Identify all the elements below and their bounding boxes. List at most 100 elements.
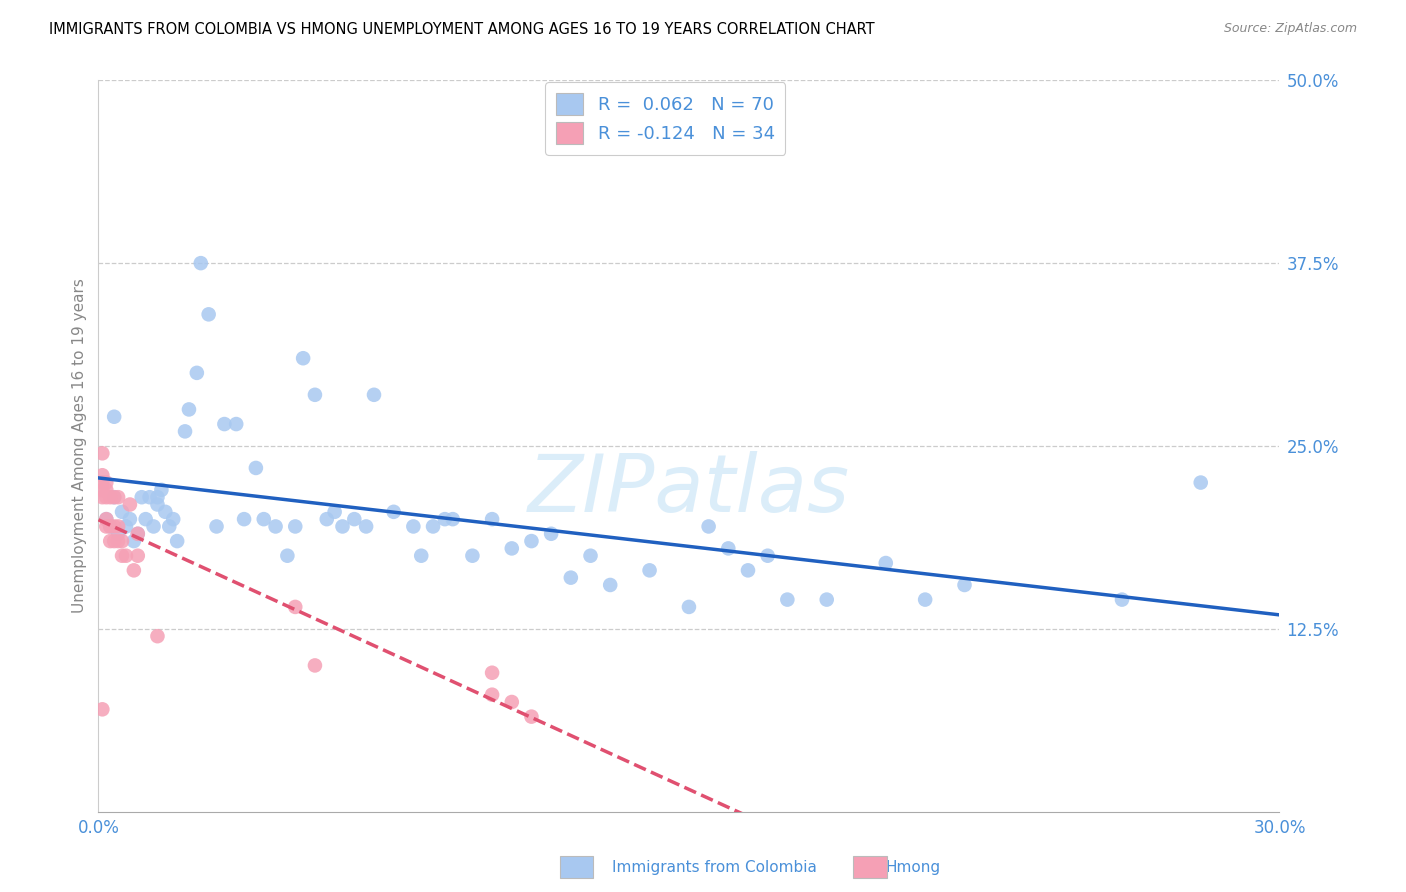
Point [91, 475, 114, 490]
Point [354, 519, 377, 533]
Point [122, 534, 145, 549]
Text: Hmong: Hmong [886, 860, 941, 874]
Text: Source: ZipAtlas.com: Source: ZipAtlas.com [1223, 22, 1357, 36]
Point [717, 541, 740, 556]
Point [481, 665, 503, 680]
Point [166, 534, 188, 549]
Point [815, 592, 838, 607]
Point [264, 519, 287, 533]
Point [304, 388, 326, 402]
Point [96, 512, 118, 526]
Point [233, 512, 256, 526]
Point [103, 519, 125, 533]
Point [411, 549, 433, 563]
Point [135, 512, 157, 526]
Point [91, 490, 114, 504]
Point [111, 505, 134, 519]
Point [638, 563, 661, 577]
Text: Immigrants from Colombia: Immigrants from Colombia [612, 860, 817, 874]
Point [96, 519, 118, 533]
Point [98, 519, 121, 533]
Point [481, 688, 503, 702]
Point [461, 549, 484, 563]
Point [284, 519, 307, 533]
Point [142, 519, 165, 533]
Point [501, 541, 523, 556]
Point [98, 490, 121, 504]
Point [599, 578, 621, 592]
Point [177, 402, 200, 417]
Point [96, 475, 118, 490]
Point [276, 549, 298, 563]
Point [186, 366, 208, 380]
Point [253, 512, 276, 526]
Point [433, 512, 456, 526]
Point [127, 526, 149, 541]
Point [91, 483, 114, 497]
Point [190, 256, 212, 270]
Point [332, 519, 354, 533]
Point [111, 534, 134, 549]
Point [146, 498, 169, 512]
Point [91, 446, 114, 460]
Point [174, 425, 197, 439]
Point [737, 563, 759, 577]
Point [103, 490, 125, 504]
Point [96, 483, 118, 497]
Point [953, 578, 976, 592]
Point [107, 526, 129, 541]
Point [520, 709, 543, 723]
Point [98, 534, 121, 549]
Point [91, 702, 114, 716]
Text: ZIPatlas: ZIPatlas [527, 450, 851, 529]
Point [103, 409, 125, 424]
Point [363, 388, 385, 402]
Point [1189, 475, 1212, 490]
Point [162, 512, 184, 526]
Point [131, 490, 153, 504]
Point [96, 512, 118, 526]
Point [138, 490, 160, 504]
Point [155, 505, 177, 519]
Point [756, 549, 779, 563]
Point [205, 519, 228, 533]
Point [284, 599, 307, 614]
Point [157, 519, 180, 533]
Point [245, 461, 267, 475]
Point [107, 519, 129, 533]
Point [292, 351, 315, 366]
Point [323, 505, 346, 519]
Point [103, 490, 125, 504]
Point [127, 526, 149, 541]
Text: IMMIGRANTS FROM COLOMBIA VS HMONG UNEMPLOYMENT AMONG AGES 16 TO 19 YEARS CORRELA: IMMIGRANTS FROM COLOMBIA VS HMONG UNEMPL… [49, 22, 875, 37]
Point [96, 490, 118, 504]
Legend: R =  0.062   N = 70, R = -0.124   N = 34: R = 0.062 N = 70, R = -0.124 N = 34 [546, 82, 786, 155]
Point [540, 526, 562, 541]
Point [875, 556, 897, 570]
Point [118, 512, 141, 526]
Point [115, 549, 138, 563]
Point [315, 512, 337, 526]
Point [146, 490, 169, 504]
Point [150, 483, 173, 497]
Point [107, 534, 129, 549]
Point [146, 629, 169, 643]
Point [402, 519, 425, 533]
Point [225, 417, 247, 431]
Point [579, 549, 602, 563]
Point [111, 549, 134, 563]
Point [214, 417, 236, 431]
Point [520, 534, 543, 549]
Point [91, 468, 114, 483]
Point [481, 512, 503, 526]
Y-axis label: Unemployment Among Ages 16 to 19 years: Unemployment Among Ages 16 to 19 years [72, 278, 87, 614]
Point [127, 549, 149, 563]
Point [914, 592, 936, 607]
Point [422, 519, 444, 533]
Point [122, 563, 145, 577]
Point [678, 599, 700, 614]
Point [560, 571, 582, 585]
Point [343, 512, 366, 526]
Point [382, 505, 405, 519]
Point [501, 695, 523, 709]
